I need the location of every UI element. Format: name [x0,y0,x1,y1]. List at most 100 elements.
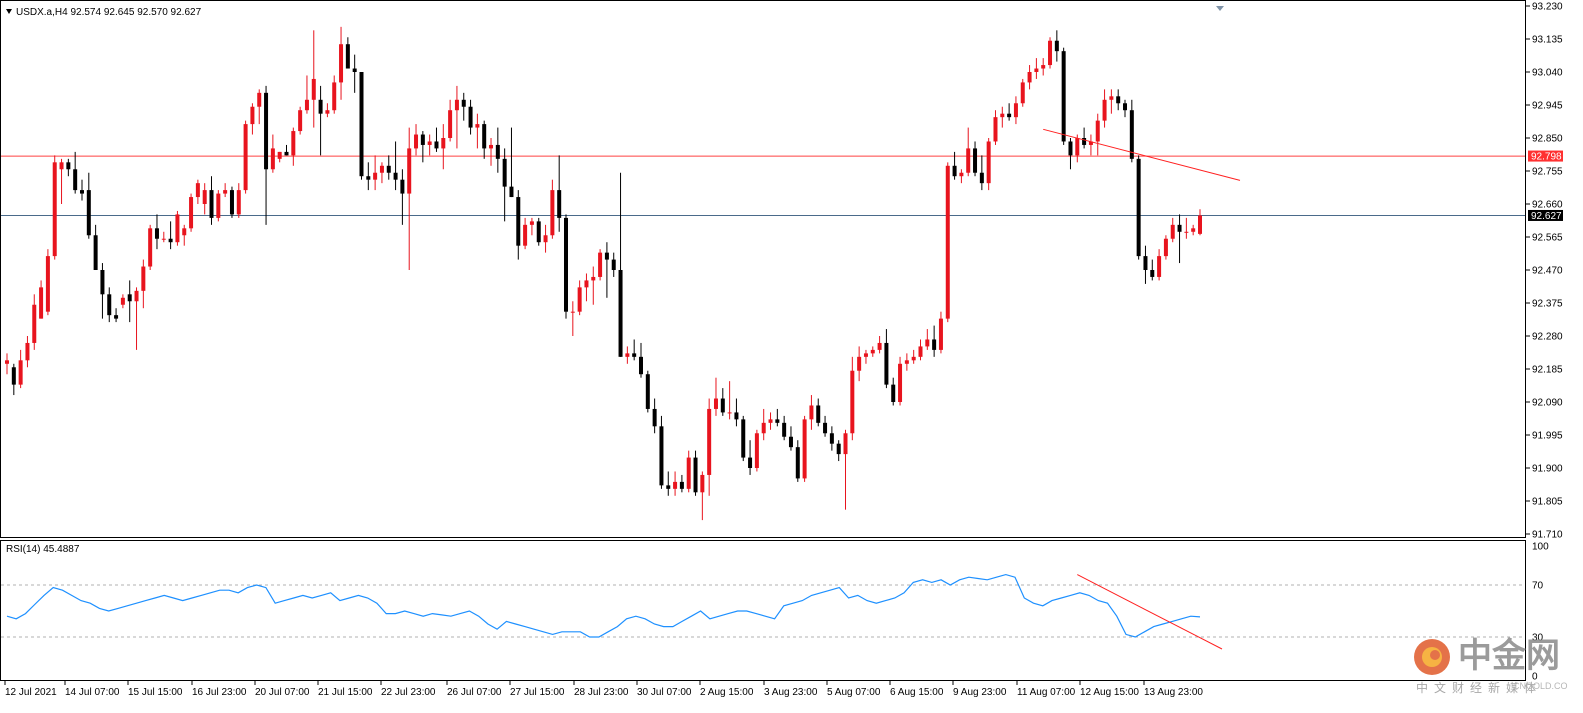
candle [495,127,500,173]
candle [1184,217,1189,239]
candle-body [52,162,57,257]
candle-body [386,165,391,173]
candle [911,349,916,364]
price-tick-label: 92.755 [1532,167,1563,178]
candle-body [1136,158,1141,257]
candle [788,426,793,451]
candle-body [666,485,671,489]
dropdown-triangle-icon[interactable] [6,9,12,14]
candle-body [816,405,821,423]
symbol-info: USDX.a,H4 92.574 92.645 92.570 92.627 [16,7,202,18]
rsi-tick-label: 100 [1532,542,1549,553]
candle [891,377,896,406]
candle-body [1088,141,1093,145]
candle-body [829,433,834,444]
rsi-trendline[interactable] [1077,574,1223,650]
candle-body [809,405,814,420]
candle [73,151,78,194]
candle [52,155,57,260]
candle [686,450,691,493]
candle-body [604,252,609,260]
candle [979,155,984,191]
candle [441,124,446,170]
candle [1048,37,1053,69]
price-tick-label: 92.375 [1532,299,1563,310]
rsi-tick-label: 30 [1532,633,1544,644]
candle [420,131,425,163]
candle [114,308,119,323]
candle [1109,89,1114,114]
candle [707,398,712,496]
candle-body [257,92,262,107]
price-tick-label: 91.995 [1532,431,1563,442]
candle-body [1102,99,1107,121]
candle [304,75,309,114]
candle [195,179,200,204]
candle [359,72,364,180]
candle-body [850,370,855,434]
candle [652,398,657,434]
chart-shift-marker-icon[interactable] [1216,6,1224,11]
candle [475,113,480,149]
candle [161,231,166,243]
candle-body [1041,65,1046,69]
candle-body [127,294,132,302]
candle-body [250,106,255,125]
candle [291,127,296,166]
candle [264,85,269,225]
candle-body [1082,138,1087,145]
candle-body [686,457,691,489]
candle [945,162,950,323]
candle-body [25,342,30,361]
candle [857,346,862,382]
resistance-trendline[interactable] [1043,128,1241,181]
candle [884,329,889,389]
candle-body [441,138,446,149]
candle-body [182,228,187,236]
time-tick-label: 5 Aug 07:00 [827,687,881,698]
candle [175,210,180,246]
candle-body [379,165,384,173]
candle-body [1150,270,1155,277]
candle [898,356,903,406]
candle-body [1170,224,1175,239]
candle [277,151,282,163]
candle-body [1184,231,1189,233]
candle-body [734,412,739,420]
candle-body [11,367,16,385]
price-tick-label: 92.470 [1532,266,1563,277]
time-tick-label: 27 Jul 15:00 [510,687,565,698]
candle-body [1048,40,1053,66]
candle [829,426,834,451]
candle-body [904,360,909,364]
candle [618,172,623,357]
time-tick-label: 12 Jul 2021 [5,687,57,698]
candlestick-series [5,26,1202,521]
candle [148,224,153,270]
price-tick-label: 92.185 [1532,365,1563,376]
candle [386,155,391,180]
time-tick-label: 30 Jul 07:00 [637,687,692,698]
candle-body [564,217,569,312]
candle-body [795,447,800,479]
watermark-url: CNGOLD.CO [1513,681,1568,691]
candle-body [107,294,112,316]
candle [1102,89,1107,128]
candle [1007,103,1012,121]
candle-body [502,158,507,187]
candle-body [45,256,50,312]
candle [502,148,507,222]
candle-body [1054,40,1059,52]
candle-body [400,179,405,194]
candle-body [584,280,589,288]
candle-body [277,151,282,159]
candle [843,429,848,510]
candle [66,158,71,177]
candle-body [645,374,650,409]
candle [516,190,521,260]
price-trendline[interactable] [1043,128,1241,181]
candle-body [618,270,623,357]
price-tick-label: 91.900 [1532,464,1563,475]
candle-body [73,169,78,191]
time-tick-label: 11 Aug 07:00 [1017,687,1076,698]
